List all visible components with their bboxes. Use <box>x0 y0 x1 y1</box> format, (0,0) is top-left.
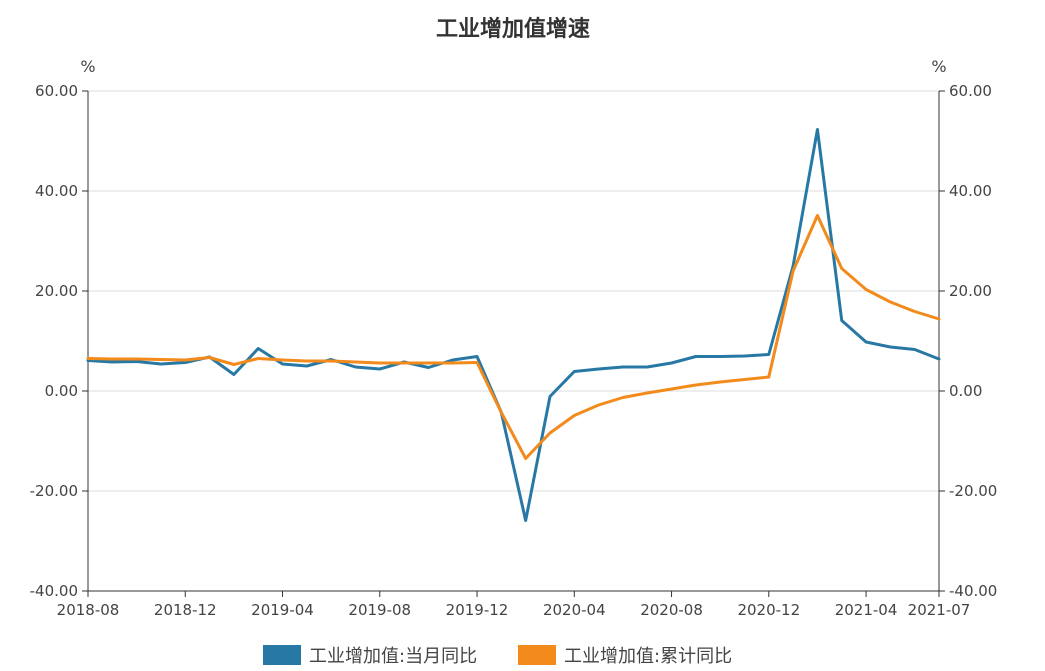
x-tick-label: 2019-04 <box>251 601 314 619</box>
series-line-2 <box>86 214 941 460</box>
x-tick-label: 2019-12 <box>446 601 509 619</box>
grid-lines <box>88 90 939 492</box>
y-axis-left-unit: % <box>80 57 95 76</box>
legend-label: 工业增加值:累计同比 <box>564 646 732 667</box>
x-tick-label: 2018-08 <box>57 601 120 619</box>
series-line-1 <box>86 128 941 522</box>
y-tick-label-right: 60.00 <box>949 82 992 100</box>
legend-swatch <box>263 645 301 665</box>
legend-swatch <box>518 645 556 665</box>
x-tick-label: 2020-12 <box>737 601 800 619</box>
legend[interactable]: 工业增加值:当月同比 工业增加值:累计同比 <box>263 645 732 667</box>
x-tick-label: 2020-04 <box>543 601 606 619</box>
legend-item-2[interactable]: 工业增加值:累计同比 <box>518 645 732 667</box>
y-tick-label-left: 20.00 <box>35 282 78 300</box>
y-tick-label-right: 0.00 <box>949 382 982 400</box>
y-tick-label-left: 40.00 <box>35 182 78 200</box>
y-tick-label-right: -20.00 <box>949 482 997 500</box>
y-tick-label-left: 60.00 <box>35 82 78 100</box>
y-axis-right-unit: % <box>931 57 946 76</box>
x-tick-label: 2019-08 <box>348 601 411 619</box>
y-tick-label-left: -20.00 <box>30 482 78 500</box>
legend-item-1[interactable]: 工业增加值:当月同比 <box>263 645 477 667</box>
y-tick-label-left: -40.00 <box>30 582 78 600</box>
legend-label: 工业增加值:当月同比 <box>309 646 477 667</box>
chart-title: 工业增加值增速 <box>436 16 590 42</box>
x-tick-label: 2021-07 <box>908 601 971 619</box>
x-tick-label: 2018-12 <box>154 601 217 619</box>
x-tick-label: 2020-08 <box>640 601 703 619</box>
y-tick-label-right: 40.00 <box>949 182 992 200</box>
x-tick-label: 2021-04 <box>835 601 898 619</box>
y-tick-label-right: 20.00 <box>949 282 992 300</box>
y-tick-label-right: -40.00 <box>949 582 997 600</box>
series-lines <box>86 128 941 522</box>
axes: 60.00 60.00 40.00 40.00 20.00 20.00 0.00 0.00 -2… <box>30 82 998 619</box>
y-tick-label-left: 0.00 <box>45 382 78 400</box>
